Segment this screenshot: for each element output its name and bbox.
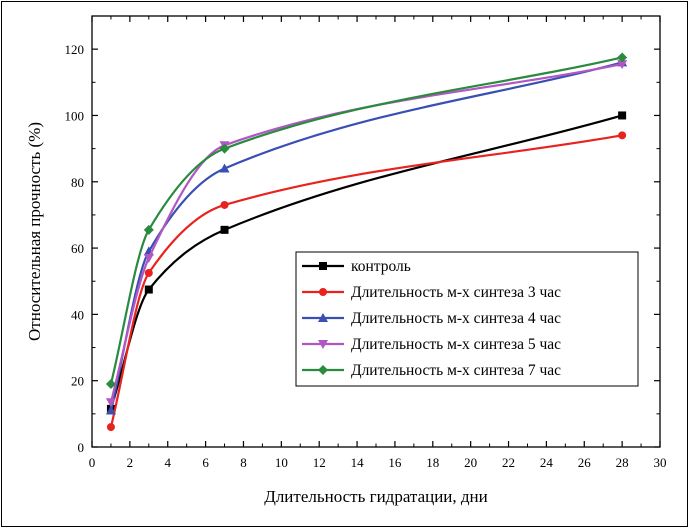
y-tick-label: 60 <box>71 241 84 256</box>
series-4 <box>105 60 628 408</box>
series-line <box>109 134 623 428</box>
legend-entry: Длительность м-х синтеза 4 час <box>302 310 561 327</box>
y-tick-label: 40 <box>71 307 84 322</box>
legend-label: Длительность м-х синтеза 7 час <box>351 362 561 379</box>
y-tick-label: 20 <box>71 374 84 389</box>
x-tick-label: 8 <box>240 455 247 470</box>
x-tick-label: 18 <box>426 455 439 470</box>
x-tick-label: 0 <box>89 455 96 470</box>
x-tick-label: 20 <box>464 455 477 470</box>
x-tick-label: 30 <box>654 455 667 470</box>
data-point <box>617 60 628 70</box>
x-tick-label: 14 <box>351 455 365 470</box>
legend-box <box>295 251 639 387</box>
data-point <box>143 254 154 264</box>
data-point <box>105 398 116 408</box>
data-point <box>219 143 230 154</box>
x-tick-label: 28 <box>616 455 629 470</box>
x-tick-label: 4 <box>164 455 171 470</box>
x-tick-label: 26 <box>578 455 592 470</box>
series-line <box>109 56 623 385</box>
y-tick-label: 80 <box>71 175 84 190</box>
x-tick-label: 10 <box>275 455 288 470</box>
legend-entry: Длительность м-х синтеза 7 час <box>302 362 561 379</box>
x-tick-label: 12 <box>313 455 326 470</box>
legend-entry: Длительность м-х синтеза 3 час <box>302 284 561 301</box>
data-point <box>220 225 229 234</box>
data-point <box>143 224 154 235</box>
data-point <box>144 268 153 277</box>
data-point <box>618 111 627 120</box>
data-point <box>219 163 230 173</box>
y-axis-title: Относительная прочность (%) <box>25 122 44 341</box>
data-point <box>106 423 115 432</box>
y-tick-label: 100 <box>65 108 85 123</box>
legend-label: Длительность м-х синтеза 3 час <box>351 284 561 301</box>
x-tick-label: 2 <box>127 455 134 470</box>
legend-label: контроль <box>351 258 411 275</box>
data-point <box>144 285 153 294</box>
x-tick-label: 22 <box>502 455 515 470</box>
series-line <box>109 62 623 403</box>
y-tick-label: 0 <box>78 440 85 455</box>
legend-label: Длительность м-х синтеза 5 час <box>351 336 561 353</box>
series-2 <box>106 131 627 432</box>
x-tick-label: 6 <box>202 455 209 470</box>
y-axis-ticks: 0 20 40 60 80 100 120 <box>65 15 660 455</box>
y-tick-label: 120 <box>65 42 85 57</box>
legend-entry: Длительность м-х синтеза 5 час <box>302 336 561 353</box>
x-tick-label: 24 <box>540 455 554 470</box>
legend-swatch-marker <box>319 262 327 270</box>
data-point <box>105 405 116 415</box>
legend-swatch-marker <box>318 340 328 349</box>
data-point <box>617 52 628 63</box>
legend-swatch-marker <box>318 365 328 375</box>
legend-entry: контроль <box>302 258 411 275</box>
x-axis-ticks: 0 2 4 6 8 10 12 14 16 18 20 22 24 26 28 30 <box>89 16 667 470</box>
data-point <box>618 131 627 140</box>
legend: контроль Длительность м-х синтеза 3 час Дл… <box>295 251 639 387</box>
data-point <box>220 200 229 209</box>
series-5 <box>105 52 628 390</box>
x-tick-label: 16 <box>388 455 402 470</box>
x-axis-title: Длительность гидратации, дни <box>264 487 488 506</box>
data-point <box>105 379 116 390</box>
series-layer <box>105 52 628 432</box>
legend-swatch-marker <box>319 288 327 296</box>
legend-swatch-marker <box>318 313 328 322</box>
legend-label: Длительность м-х синтеза 4 час <box>351 310 561 327</box>
